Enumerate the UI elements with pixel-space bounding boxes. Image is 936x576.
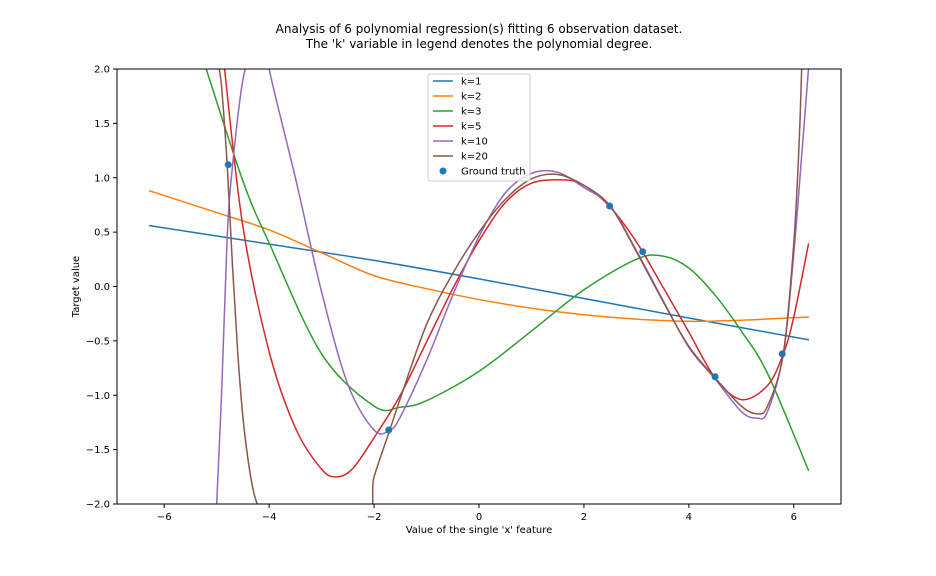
x-axis-ticks: −6 −4 −2 0 2 4 6 [157, 504, 797, 523]
x-tick-label: 2 [581, 512, 587, 523]
legend-label-k10: k=10 [461, 137, 488, 148]
series-line-k10 [215, 69, 810, 504]
y-axis-ticks: 2.0 1.5 1.0 0.5 0.0 −0.5 −1.0 −1.5 −2.0 [86, 65, 117, 511]
y-tick-label: −0.5 [86, 336, 110, 347]
legend-label-k5: k=5 [461, 122, 482, 133]
legend-label-k2: k=2 [461, 92, 482, 103]
y-tick-label: 2.0 [94, 65, 110, 76]
y-tick-label: −2.0 [86, 500, 110, 511]
ground-truth-point [224, 161, 232, 169]
legend-label-k20: k=20 [461, 152, 488, 163]
x-tick-label: −2 [367, 512, 382, 523]
ground-truth-point [385, 426, 393, 434]
x-axis-label: Value of the single 'x' feature [406, 525, 553, 536]
x-tick-label: −4 [262, 512, 277, 523]
legend-label-ground-truth: Ground truth [461, 167, 526, 178]
y-tick-label: 1.5 [94, 119, 110, 130]
legend: k=1 k=2 k=3 k=5 k=10 k=20 Ground truth [427, 73, 531, 182]
ground-truth-point [778, 350, 786, 358]
chart-title-line-1: Analysis of 6 polynomial regression(s) f… [276, 22, 683, 36]
y-tick-label: −1.5 [86, 445, 110, 456]
y-tick-label: 0.5 [94, 228, 110, 239]
ground-truth-point [711, 373, 719, 381]
series-line-k20 [218, 69, 803, 504]
chart-title-line-2: The 'k' variable in legend denotes the p… [305, 37, 653, 51]
series-layer [148, 69, 810, 504]
x-tick-label: 6 [791, 512, 797, 523]
series-line-k3 [205, 69, 810, 472]
ground-truth-point [639, 248, 647, 256]
y-tick-label: 1.0 [94, 173, 110, 184]
y-axis-label: Target value [71, 256, 82, 318]
series-line-k2 [148, 190, 810, 323]
legend-box [427, 73, 531, 182]
x-tick-label: 0 [476, 512, 482, 523]
legend-label-k3: k=3 [461, 107, 482, 118]
x-tick-label: 4 [686, 512, 692, 523]
series-line-k5 [223, 69, 810, 478]
y-tick-label: 0.0 [94, 282, 110, 293]
y-tick-label: −1.0 [86, 391, 110, 402]
legend-label-k1: k=1 [461, 77, 482, 88]
legend-swatch-ground-truth [439, 167, 447, 175]
series-line-k1 [148, 224, 810, 341]
ground-truth-points [224, 161, 786, 434]
x-tick-label: −6 [157, 512, 172, 523]
ground-truth-point [606, 202, 614, 210]
